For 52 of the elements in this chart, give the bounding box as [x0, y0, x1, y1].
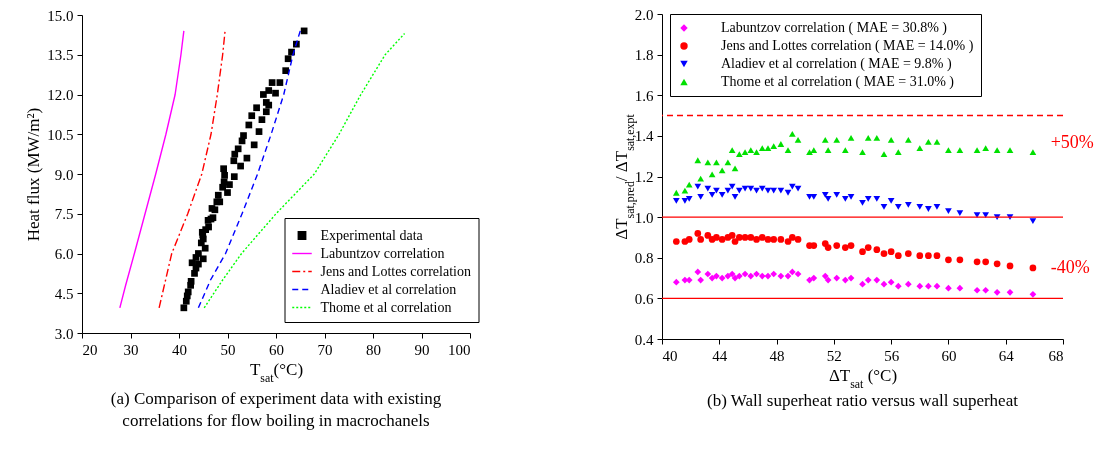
y-tick-label: 6.0	[54, 246, 74, 262]
x-tick-label: 40	[662, 347, 678, 364]
x-tick-label: 44	[712, 347, 728, 364]
y-tick-label: 1.8	[634, 47, 654, 64]
x-tick-label: 50	[220, 341, 236, 358]
y-tick-label: 7.5	[54, 206, 74, 223]
annotation: -40%	[1050, 257, 1090, 278]
x-tick-label: 40	[172, 341, 187, 358]
y-tick-label: 0.8	[634, 250, 654, 267]
legend-label: Experimental data	[320, 227, 424, 243]
y-tick-label: 4.5	[54, 285, 74, 302]
y-tick-label: 0.6	[634, 290, 654, 307]
legend-label: Labuntzov correlation ( MAE = 30.8% )	[721, 20, 948, 36]
y-tick-label: 1.6	[634, 87, 654, 104]
legend-label: Aladiev et al correlation ( MAE = 9.8% )	[721, 56, 952, 72]
x-tick-label: 64	[998, 347, 1015, 364]
text: (b) Wall superheat ratio versus wall superheat	[707, 391, 1019, 410]
legend-label: Thome et al correlation ( MAE = 31.0% )	[721, 74, 955, 90]
x-tick-label: 90	[414, 341, 430, 358]
x-axis-title: T$_{sat}$(°C)	[249, 359, 304, 385]
y-tick-label: 9.0	[54, 166, 74, 183]
y-tick-label: 1.0	[634, 209, 654, 226]
y-tick-label: 1.2	[634, 169, 654, 185]
x-tick-label: 80	[366, 341, 381, 358]
x-tick-label: 60	[941, 347, 957, 364]
legend-label: Thome et al correlation	[320, 299, 452, 315]
y-tick-label: 15.0	[47, 7, 74, 24]
line-series	[119, 30, 185, 309]
x-tick-label: 20	[82, 341, 98, 358]
x-tick-label: 68	[1048, 347, 1064, 364]
y-tick-label: 0.4	[634, 331, 654, 348]
x-tick-label: 56	[884, 347, 900, 364]
x-axis-title: ΔT$_{sat}$ (°C)	[828, 365, 898, 391]
legend-label: Aladiev et al correlation	[320, 281, 457, 297]
y-tick-label: 2.0	[634, 6, 654, 23]
text: (a) Comparison of experiment data with existing correlations for flow boiling in macrochanels	[110, 389, 442, 430]
y-tick-label: 13.5	[47, 47, 74, 64]
y-tick-label: 3.0	[54, 325, 74, 342]
legend-label: Labuntzov correlation	[320, 245, 445, 261]
x-tick-label: 48	[769, 347, 785, 364]
y-axis-title: Heat flux (MW/m²)	[24, 107, 44, 242]
line-series	[158, 30, 226, 309]
x-tick-label: 30	[123, 341, 139, 358]
x-tick-label: 100	[448, 341, 471, 358]
legend-label: Jens and Lottes correlation	[320, 263, 471, 279]
x-tick-label: 70	[317, 341, 333, 358]
annotation: +50%	[1050, 131, 1094, 152]
x-tick-label: 60	[269, 341, 284, 358]
x-tick-label: 52	[826, 347, 842, 364]
y-tick-label: 12.0	[47, 87, 74, 103]
legend-label: Jens and Lottes correlation ( MAE = 14.0% )	[721, 38, 974, 54]
y-tick-label: 10.5	[47, 126, 74, 143]
